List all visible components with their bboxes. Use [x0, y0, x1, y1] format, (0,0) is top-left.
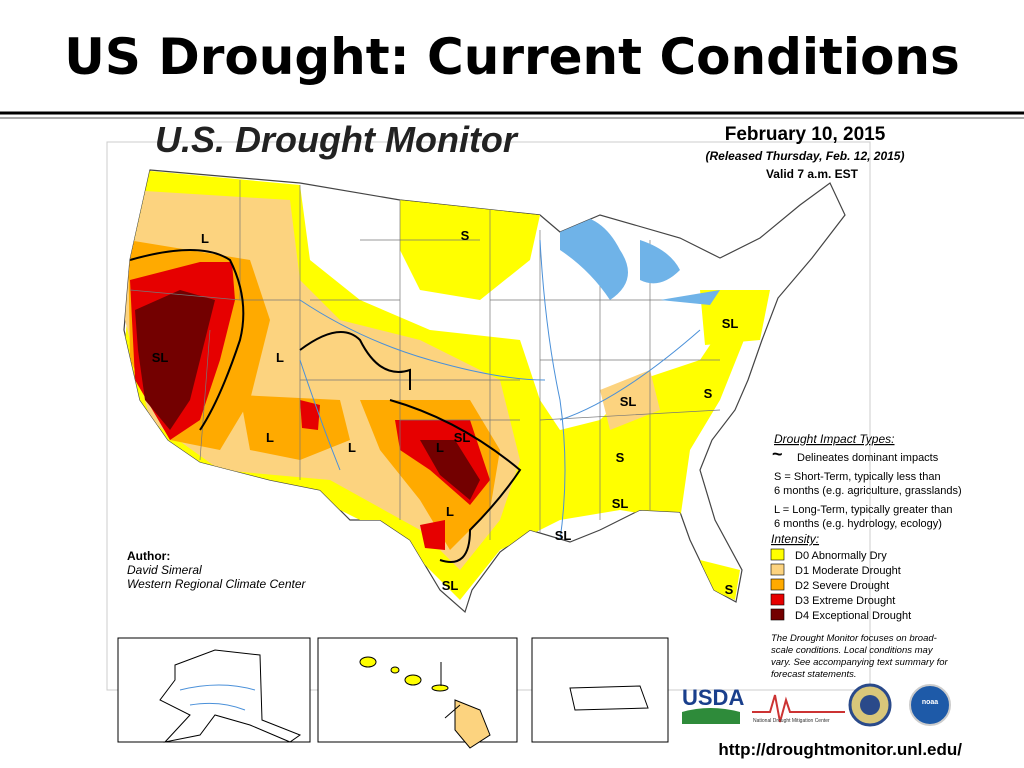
- impact-symbol: ~: [772, 444, 783, 464]
- region-label: S: [704, 386, 713, 401]
- intensity-label: D4 Exceptional Drought: [795, 610, 911, 622]
- intensity-label: D0 Abnormally Dry: [795, 550, 887, 562]
- intensity-swatch: [770, 608, 785, 621]
- region-label: L: [201, 231, 209, 246]
- region-label: S: [616, 450, 625, 465]
- impact-delineates: Delineates dominant impacts: [797, 452, 939, 464]
- noaa-logo: noaa: [922, 699, 938, 706]
- hawaii-inset: [317, 637, 518, 749]
- intensity-swatch: [770, 548, 785, 561]
- note-line: forecast statements.: [771, 669, 857, 680]
- region-label: L: [348, 440, 356, 455]
- usda-logo: USDA: [682, 685, 744, 710]
- impact-short-term: S = Short-Term, typically less than: [774, 471, 941, 483]
- map-date: February 10, 2015: [725, 124, 886, 145]
- region-label: SL: [612, 496, 629, 511]
- region-label: L: [436, 440, 444, 455]
- note-line: vary. See accompanying text summary for: [771, 657, 949, 668]
- region-label: L: [446, 504, 454, 519]
- slide-title: US Drought: Current Conditions: [64, 28, 960, 86]
- region-label: SL: [454, 430, 471, 445]
- source-url: http://droughtmonitor.unl.edu/: [718, 740, 962, 759]
- ndmc-logo: National Drought Mitigation Center: [753, 718, 830, 724]
- intensity-swatch: [770, 578, 785, 591]
- puerto-rico-inset: [531, 637, 669, 743]
- impact-heading: Drought Impact Types:: [774, 432, 895, 446]
- region-label: S: [725, 582, 734, 597]
- region-label: L: [276, 350, 284, 365]
- region-label: L: [266, 430, 274, 445]
- impact-long-term: L = Long-Term, typically greater than: [774, 504, 952, 516]
- intensity-label: D2 Severe Drought: [795, 580, 889, 592]
- author-org: Western Regional Climate Center: [127, 577, 307, 591]
- intensity-heading: Intensity:: [771, 532, 819, 546]
- intensity-label: D3 Extreme Drought: [795, 595, 895, 607]
- note-line: scale conditions. Local conditions may: [771, 645, 934, 656]
- us-map: [123, 169, 846, 614]
- note-line: The Drought Monitor focuses on broad-: [771, 633, 937, 644]
- logos: USDA National Drought Mitigation Center …: [682, 683, 951, 727]
- region-label: SL: [555, 528, 572, 543]
- intensity-swatch: [770, 563, 785, 576]
- alaska-inset: [117, 637, 311, 743]
- region-label: SL: [442, 578, 459, 593]
- region-label: SL: [722, 316, 739, 331]
- map-valid: Valid 7 a.m. EST: [766, 167, 859, 181]
- intensity-legend: D0 Abnormally Dry D1 Moderate Drought D2 S…: [770, 548, 911, 622]
- author-name: David Simeral: [127, 563, 202, 577]
- intensity-label: D1 Moderate Drought: [795, 565, 901, 577]
- impact-short-term: 6 months (e.g. agriculture, grasslands): [774, 485, 962, 497]
- region-label: SL: [620, 394, 637, 409]
- intensity-swatch: [770, 593, 785, 606]
- impact-long-term: 6 months (e.g. hydrology, ecology): [774, 518, 942, 530]
- author-heading: Author:: [127, 549, 170, 563]
- region-label: S: [461, 228, 470, 243]
- region-label: SL: [152, 350, 169, 365]
- map-title: U.S. Drought Monitor: [155, 119, 519, 160]
- map-released: (Released Thursday, Feb. 12, 2015): [706, 149, 905, 163]
